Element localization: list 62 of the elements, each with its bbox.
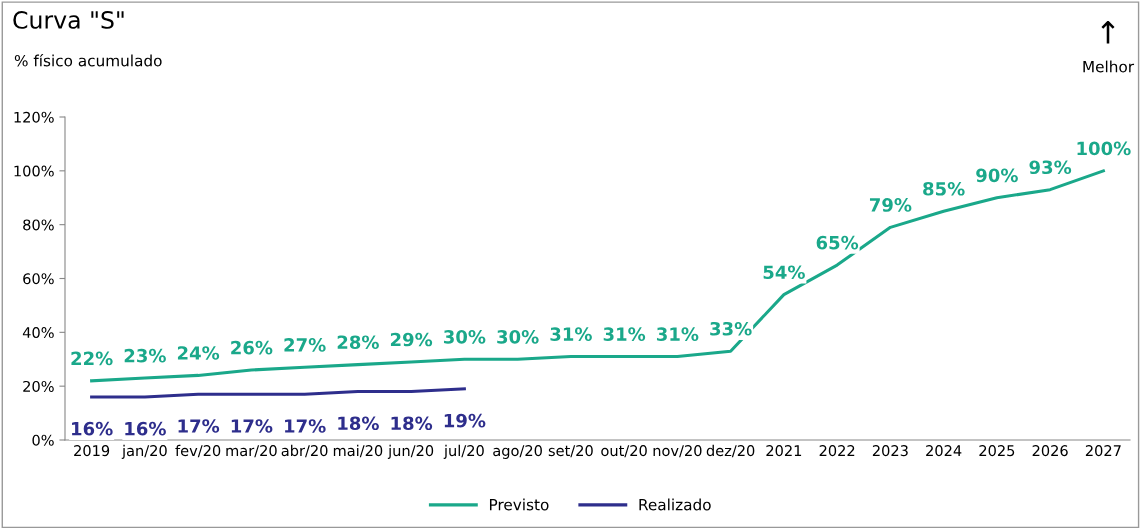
data-label: 90%	[976, 168, 1018, 183]
y-tick-label: 0%	[32, 434, 54, 446]
x-tick-label: 2027	[1085, 445, 1121, 457]
data-label: 31%	[656, 327, 699, 341]
x-tick-label: 2024	[926, 445, 962, 457]
data-label: 31%	[550, 327, 592, 341]
x-tick-label: mai/20	[333, 444, 383, 458]
data-label: 31%	[603, 327, 646, 341]
data-label: 17%	[178, 419, 220, 433]
y-tick-label: 120%	[14, 111, 54, 123]
data-label: 17%	[285, 419, 326, 433]
data-label: 18%	[391, 416, 433, 431]
chart-title: Curva "S"	[13, 10, 124, 29]
x-tick-label: nov/20	[653, 445, 702, 458]
data-label: 18%	[338, 416, 379, 431]
data-label: 85%	[923, 181, 965, 196]
x-tick-label: abr/20	[281, 444, 328, 458]
data-label: 79%	[869, 198, 912, 212]
data-label: 27%	[284, 338, 326, 352]
legend-label: Previsto	[489, 498, 549, 511]
y-tick-label: 60%	[23, 273, 54, 285]
legend-label: Realizado	[639, 498, 711, 511]
y-tick-label: 20%	[23, 380, 54, 392]
y-tick-label: 100%	[14, 165, 54, 177]
y-tick-label: 80%	[23, 219, 54, 231]
x-tick-label: mar/20	[226, 445, 277, 458]
x-tick-label: jul/20	[443, 444, 484, 459]
data-label: 65%	[816, 235, 859, 250]
data-label: 30%	[497, 330, 539, 344]
text: ↑	[1101, 21, 1115, 44]
data-label: 30%	[443, 330, 486, 344]
data-label: 29%	[390, 332, 433, 347]
data-label: 28%	[337, 335, 379, 350]
x-tick-label: out/20	[601, 445, 647, 458]
x-tick-label: jan/20	[121, 444, 167, 459]
data-label: 23%	[124, 348, 166, 363]
data-label: 16%	[72, 421, 113, 436]
data-label: 17%	[231, 419, 273, 433]
x-tick-label: jun/20	[387, 444, 434, 459]
line-series	[90, 387, 466, 399]
x-tick-label: 2026	[1032, 445, 1068, 457]
x-tick-label: fev/20	[175, 444, 221, 458]
data-label: 22%	[71, 351, 113, 366]
x-tick-label: 2019	[74, 445, 110, 457]
x-tick-label: 2025	[979, 445, 1015, 457]
x-tick-label: 2021	[766, 445, 802, 457]
y-tick-label: 40%	[22, 327, 54, 339]
data-label: 93%	[1029, 160, 1072, 175]
x-tick-label: ago/20	[493, 445, 542, 459]
data-label: 16%	[125, 421, 166, 436]
data-label: 19%	[444, 413, 486, 428]
x-tick-label: 2023	[872, 445, 908, 457]
text: Melhor	[1083, 60, 1135, 73]
x-tick-label: set/20	[548, 445, 593, 458]
x-tick-label: 2022	[819, 445, 855, 457]
data-label: 33%	[710, 321, 752, 336]
data-label: 100%	[1077, 141, 1131, 156]
data-label: 54%	[763, 265, 805, 280]
data-label: 24%	[177, 346, 220, 360]
data-label: 26%	[231, 340, 273, 355]
x-tick-label: dez/20	[706, 444, 755, 458]
chart-subtitle: % físico acumulado	[14, 54, 162, 67]
